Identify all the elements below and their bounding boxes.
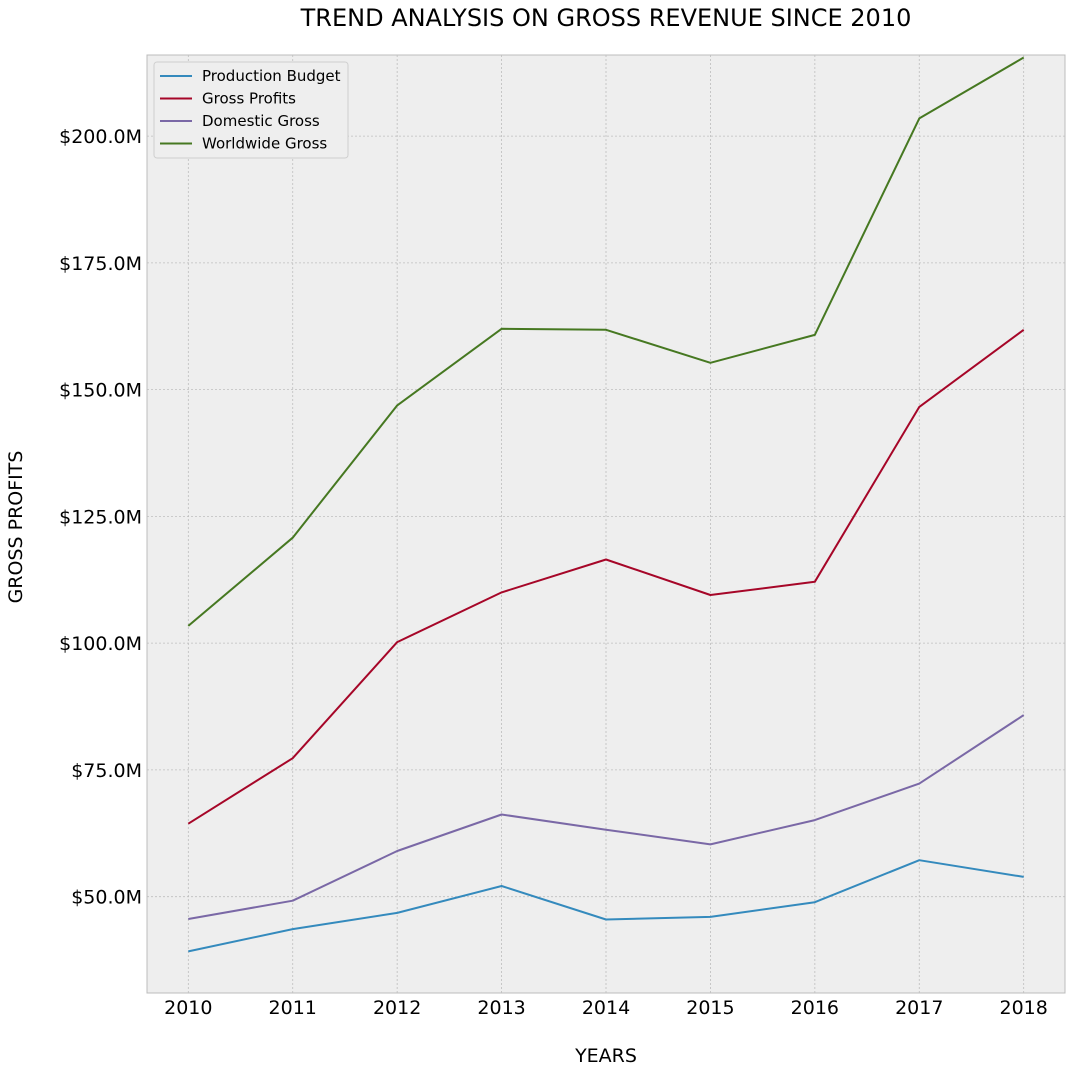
y-tick-label: $125.0M — [59, 506, 142, 528]
x-tick-label: 2013 — [477, 997, 525, 1019]
legend-label: Worldwide Gross — [202, 135, 327, 153]
x-axis-ticks: 2010 2011 2012 2013 2014 2015 2016 2017 2018 — [164, 997, 1048, 1019]
x-tick-label: 2014 — [582, 997, 630, 1019]
series-line-gross-profits — [187, 328, 1025, 825]
y-axis-ticks: $50.0M $75.0M $100.0M $125.0M $150.0M $175.0M… — [59, 126, 142, 909]
x-tick-label: 2012 — [373, 997, 421, 1019]
legend-box — [153, 61, 349, 159]
x-tick-label: 2011 — [269, 997, 317, 1019]
legend-label: Domestic Gross — [202, 112, 320, 130]
series-line-production-budget — [188, 859, 1024, 953]
legend: Production Budget Gross Profits Domestic G… — [153, 61, 349, 159]
y-tick-label: $150.0M — [59, 380, 142, 402]
series-line-worldwide-gross — [187, 56, 1025, 627]
y-axis-label: GROSS PROFITS — [5, 451, 27, 604]
y-tick-label: $75.0M — [71, 760, 142, 782]
series-line-domestic-gross — [188, 714, 1025, 920]
y-tick-label: $175.0M — [59, 253, 142, 275]
x-tick-label: 2016 — [791, 997, 839, 1019]
series-layer — [187, 56, 1025, 953]
chart-title: TREND ANALYSIS ON GROSS REVENUE SINCE 20… — [300, 4, 912, 32]
x-tick-label: 2017 — [895, 997, 943, 1019]
x-tick-label: 2018 — [1000, 997, 1048, 1019]
x-tick-label: 2010 — [164, 997, 212, 1019]
legend-label: Production Budget — [202, 67, 341, 85]
y-tick-label: $200.0M — [59, 126, 142, 148]
x-tick-label: 2015 — [686, 997, 734, 1019]
x-axis-label: YEARS — [574, 1045, 637, 1067]
legend-label: Gross Profits — [202, 90, 296, 108]
y-tick-label: $50.0M — [71, 887, 142, 909]
y-tick-label: $100.0M — [59, 633, 142, 655]
